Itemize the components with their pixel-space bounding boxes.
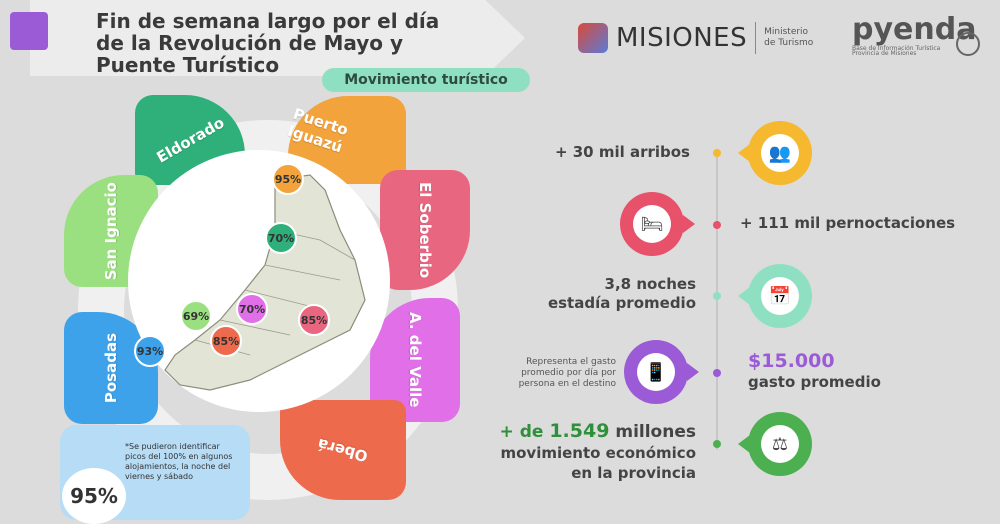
- calendar-icon: 📅: [761, 277, 799, 315]
- people-icon: 👥: [761, 134, 799, 172]
- timeline-dot-movimiento: [713, 440, 721, 448]
- pin-pernoctaciones: 🛏: [620, 192, 684, 256]
- region-a-del-valle-label: A. del Valle: [406, 312, 424, 408]
- logo-divider: [755, 22, 757, 54]
- title-line-1: Fin de semana largo por el día: [96, 9, 440, 33]
- scale-money-icon: ⚖: [761, 425, 799, 463]
- timeline-dot-pernoctaciones: [713, 221, 721, 229]
- occupancy-eldorado: 70%: [265, 222, 297, 254]
- ministerio-line-2: de Turismo: [764, 38, 814, 48]
- pyenda-tagline-2: Provincia de Misiones: [852, 50, 917, 57]
- stat-movimiento-prefix: + de: [499, 422, 544, 442]
- misiones-logo: MISIONES Ministerio de Turismo: [578, 18, 813, 58]
- region-obera-label: Oberá: [315, 434, 371, 466]
- pyenda-wordmark: pyenda: [852, 12, 977, 47]
- subtitle-pill: Movimiento turístico: [322, 68, 530, 92]
- region-posadas-label: Posadas: [102, 332, 120, 404]
- region-san-ignacio-label: San Ignacio: [102, 181, 120, 281]
- gasto-note: Representa el gasto promedio por día por…: [518, 357, 616, 389]
- timeline-dot-gasto: [713, 369, 721, 377]
- pin-noches: 📅: [748, 264, 812, 328]
- misiones-wordmark: MISIONES: [616, 23, 748, 53]
- title-line-2: de la Revolución de Mayo y: [96, 31, 404, 55]
- stat-movimiento: + de 1.549 millones movimiento económico…: [470, 420, 696, 483]
- globe-icon: [956, 32, 980, 56]
- occupancy-obera: 85%: [210, 325, 242, 357]
- pin-gasto: 📱: [624, 340, 688, 404]
- region-el-soberbio: El Soberbio: [380, 170, 470, 290]
- ministerio-label: Ministerio de Turismo: [764, 27, 813, 49]
- pin-arribos: 👥: [748, 121, 812, 185]
- region-el-soberbio-label: El Soberbio: [416, 181, 434, 279]
- stats-timeline: [716, 150, 718, 450]
- title-line-3: Puente Turístico: [96, 53, 280, 77]
- stat-movimiento-line-2: movimiento económico: [500, 444, 697, 462]
- occupancy-a-del-valle: 70%: [236, 293, 268, 325]
- wallet-phone-icon: 📱: [637, 353, 675, 391]
- title-banner: [30, 0, 525, 76]
- page-title: Fin de semana largo por el día de la Rev…: [96, 10, 516, 76]
- stat-gasto-label: gasto promedio: [748, 373, 881, 391]
- timeline-dot-noches: [713, 292, 721, 300]
- note-percent: 95%: [62, 468, 126, 524]
- stat-noches-line-1: 3,8 noches: [604, 275, 696, 293]
- region-obera: Oberá: [280, 400, 406, 500]
- pin-movimiento: ⚖: [748, 412, 812, 476]
- stat-movimiento-suffix: millones: [615, 422, 696, 442]
- ministerio-line-1: Ministerio: [764, 27, 809, 37]
- pyenda-logo: pyenda Base de Información Turística Pro…: [852, 12, 992, 57]
- pin-tail-gasto: [687, 363, 699, 381]
- bed-icon: 🛏: [633, 205, 671, 243]
- occupancy-posadas: 93%: [134, 335, 166, 367]
- title-accent: [10, 12, 48, 50]
- occupancy-san-ignacio: 69%: [180, 300, 212, 332]
- stat-movimiento-line-3: en la provincia: [571, 464, 696, 482]
- stat-noches: 3,8 noches estadía promedio: [520, 275, 696, 313]
- stat-gasto-value: $15.000: [748, 350, 835, 372]
- note-text: *Se pudieron identificar picos del 100% …: [125, 442, 233, 481]
- timeline-dot-arribos: [713, 149, 721, 157]
- pin-tail-noches: [738, 287, 750, 305]
- pin-tail-movimiento: [738, 435, 750, 453]
- stat-movimiento-value: 1.549: [549, 420, 610, 442]
- occupancy-el-soberbio: 85%: [298, 304, 330, 336]
- stat-movimiento-line-1: + de 1.549 millones: [470, 420, 696, 443]
- pyenda-tagline-1: Base de Información Turística: [852, 45, 941, 52]
- occupancy-iguazu: 95%: [272, 163, 304, 195]
- pin-tail-pernoctaciones: [683, 215, 695, 233]
- stat-noches-line-2: estadía promedio: [547, 294, 696, 312]
- stat-pernoctaciones: + 111 mil pernoctaciones: [740, 214, 956, 232]
- stat-arribos: + 30 mil arribos: [554, 143, 690, 161]
- pin-tail-arribos: [738, 144, 750, 162]
- misiones-map: [164, 174, 366, 391]
- misiones-mark-icon: [578, 23, 608, 53]
